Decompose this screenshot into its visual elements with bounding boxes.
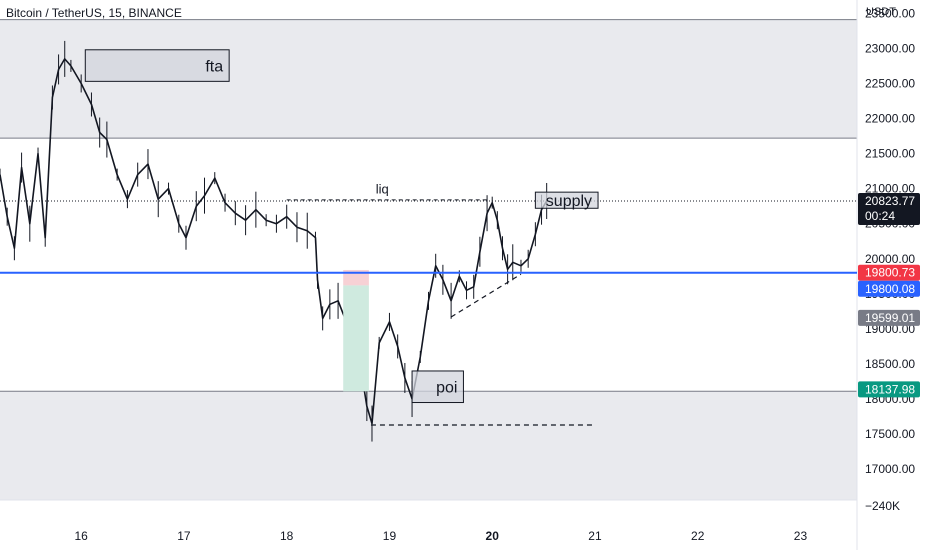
price-label-text: 19800.08 <box>865 282 915 296</box>
zone-box-supply <box>534 191 599 209</box>
price-label-bg <box>858 309 920 326</box>
price-label-text: 20823.77 <box>865 194 915 208</box>
y-tick-label: 21000.00 <box>865 182 915 196</box>
price-unit-label: USDT <box>866 6 896 18</box>
price-label-countdown: 00:24 <box>865 209 895 223</box>
price-label-text: 19599.01 <box>865 311 915 325</box>
position-stop-zone <box>343 269 369 286</box>
gridlines <box>856 0 858 550</box>
y-tick-label: 23000.00 <box>865 41 915 55</box>
price-label-text: 18137.98 <box>865 382 915 396</box>
x-tick-label: 23 <box>794 529 808 543</box>
zone-box-label-poi: poi <box>436 380 457 397</box>
y-tick-label: 20000.00 <box>865 252 915 266</box>
x-tick-label: 20 <box>486 529 500 543</box>
x-axis: 16 17 18 19 20 21 22 23 <box>74 529 807 543</box>
price-line <box>0 58 548 425</box>
x-tick-label: 17 <box>177 529 191 543</box>
y-tick-label: 21500.00 <box>865 147 915 161</box>
price-label-text: 19800.73 <box>865 266 915 280</box>
price-label-bg <box>858 280 920 297</box>
volume-axis-label: −240K <box>865 499 900 513</box>
y-tick-label: 22000.00 <box>865 112 915 126</box>
y-tick-label: 17500.00 <box>865 427 915 441</box>
price-label-bg <box>858 192 920 225</box>
zone-box-poi <box>411 370 464 404</box>
y-tick-label: 18500.00 <box>865 357 915 371</box>
x-tick-label: 18 <box>280 529 294 543</box>
zones-layer <box>0 19 857 500</box>
x-tick-label: 22 <box>691 529 705 543</box>
zone-box-label-supply: supply <box>546 193 592 210</box>
zone-1 <box>0 391 857 500</box>
price-label-bg <box>858 264 920 281</box>
x-tick-label: 19 <box>383 529 397 543</box>
price-series <box>0 40 548 442</box>
annotation-liq: liq <box>376 182 389 197</box>
zone-box-fta <box>84 49 230 82</box>
y-axis: 23500.00 23000.00 22500.00 22000.00 21500.00… <box>865 6 915 513</box>
trendline <box>450 273 522 318</box>
y-tick-label: 22500.00 <box>865 76 915 90</box>
position-target-zone <box>343 285 369 392</box>
x-tick-label: 16 <box>74 529 88 543</box>
x-tick-label: 21 <box>588 529 602 543</box>
price-label-bg <box>858 381 920 398</box>
y-tick-label: 17000.00 <box>865 462 915 476</box>
y-tick-label: 23500.00 <box>865 6 915 20</box>
chart-title: Bitcoin / TetherUS, 15, BINANCE <box>6 6 182 20</box>
drawing-overlays: fta supply poi liq <box>0 49 857 426</box>
zone-box-label-fta: fta <box>205 59 223 76</box>
